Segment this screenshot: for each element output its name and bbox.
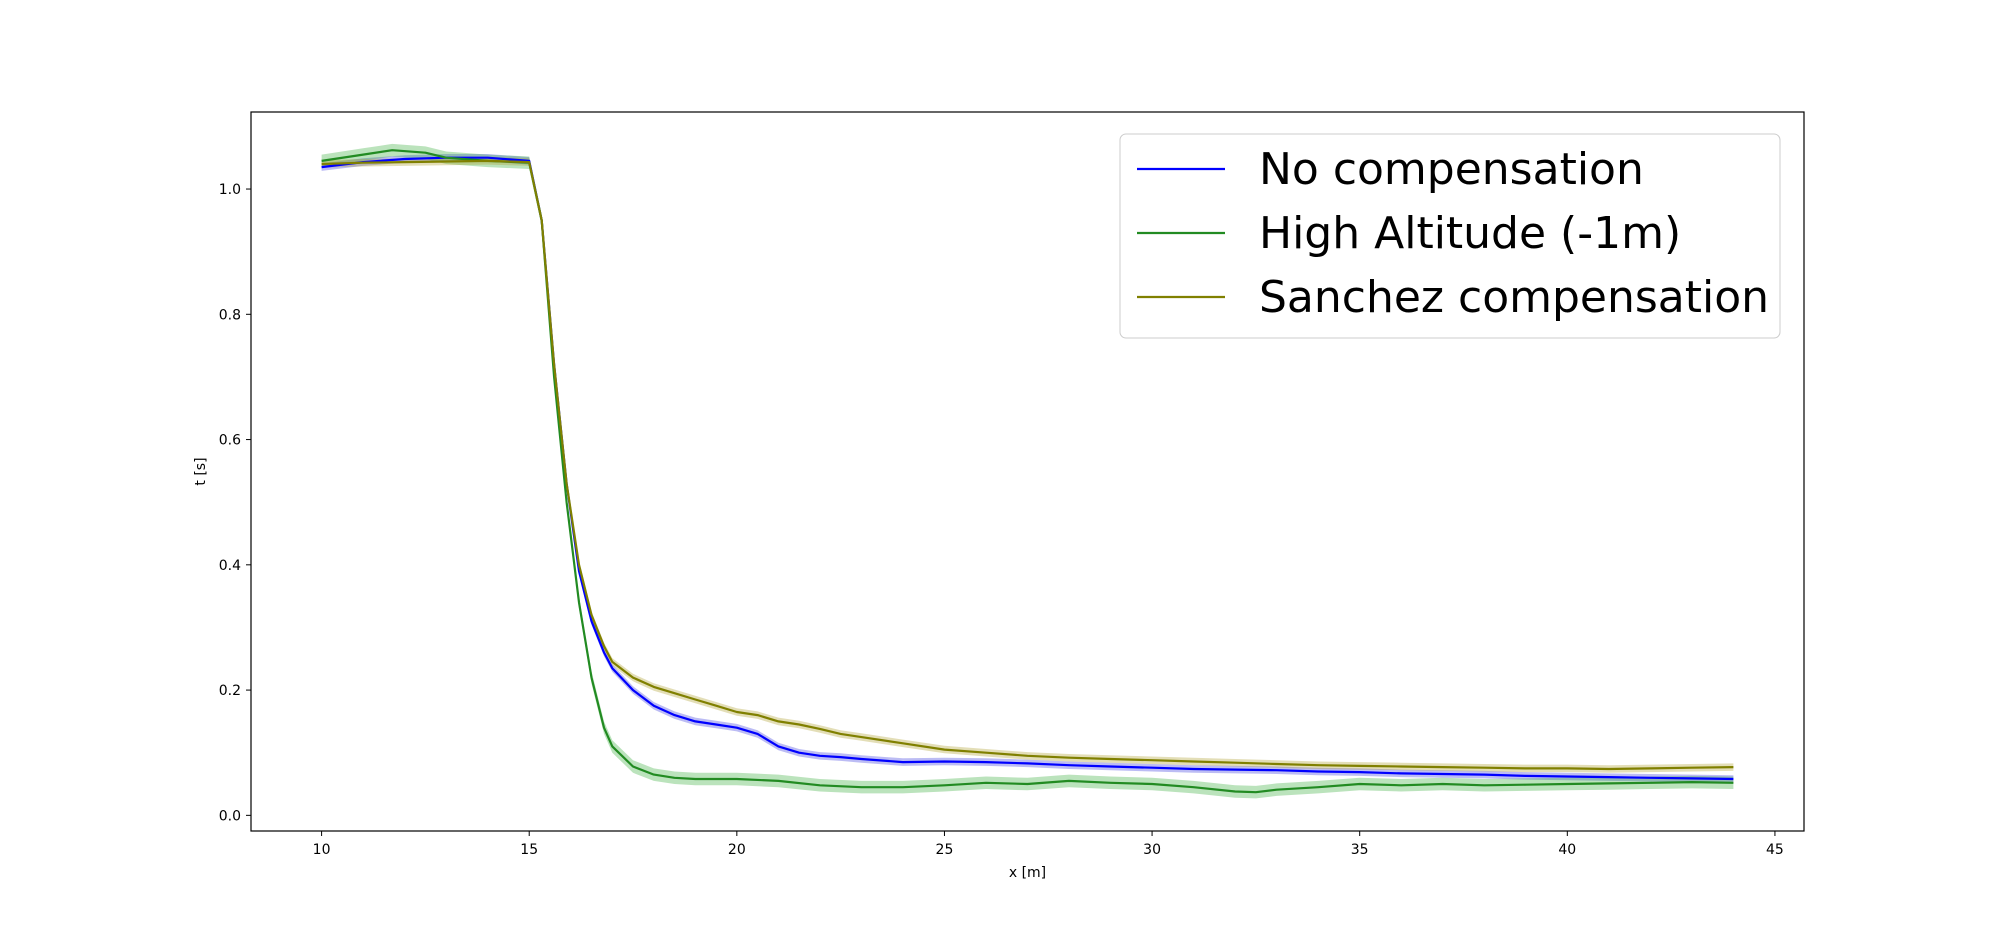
legend-label-0: No compensation [1259, 144, 1644, 195]
x-axis-ticks: 10 15 20 25 30 35 40 45 [313, 831, 1784, 858]
x-tick-label: 10 [313, 842, 331, 858]
plot-content [321, 143, 1734, 799]
x-tick-label: 15 [520, 842, 538, 858]
x-tick-label: 40 [1558, 842, 1576, 858]
y-tick-label: 0.8 [219, 307, 241, 323]
y-tick-label: 0.6 [219, 433, 241, 449]
y-tick-label: 0.2 [219, 683, 241, 699]
x-tick-label: 35 [1351, 842, 1369, 858]
x-tick-label: 25 [936, 842, 954, 858]
x-tick-label: 30 [1143, 842, 1161, 858]
legend: No compensation High Altitude (-1m) Sanche… [1119, 133, 1781, 339]
x-tick-label: 20 [728, 842, 746, 858]
x-axis-label: x [m] [1009, 865, 1046, 881]
series-line-2 [321, 159, 1734, 771]
y-axis-label: t [s] [193, 457, 209, 485]
legend-label-1: High Altitude (-1m) [1259, 208, 1681, 259]
y-tick-label: 1.0 [219, 182, 241, 198]
y-axis-ticks: 0.0 0.2 0.4 0.6 0.8 1.0 [219, 182, 251, 824]
legend-box [1119, 133, 1781, 339]
y-tick-label: 0.0 [219, 808, 241, 824]
legend-label-2: Sanchez compensation [1259, 272, 1769, 323]
plot-frame [250, 111, 1805, 832]
y-tick-label: 0.4 [219, 558, 241, 574]
x-tick-label: 45 [1766, 842, 1784, 858]
